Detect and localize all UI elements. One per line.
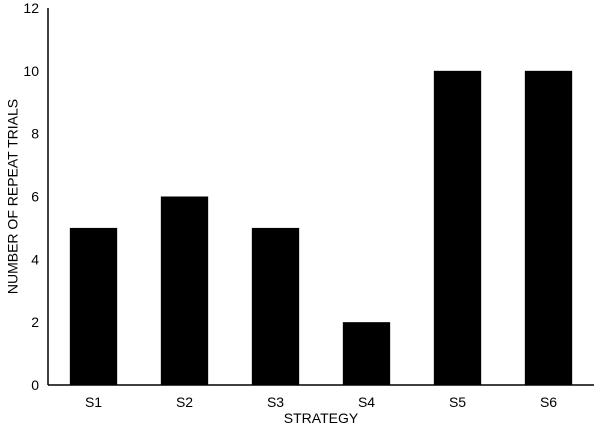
y-tick-label: 10 [23, 63, 39, 79]
x-axis-tick-labels: S1 S2 S3 S4 S5 S6 [85, 394, 557, 410]
y-axis-tick-labels: 0 2 4 6 8 10 12 [23, 0, 39, 393]
x-tick-label-s2: S2 [176, 394, 193, 410]
x-tick-label-s6: S6 [540, 394, 557, 410]
y-tick-label: 4 [31, 251, 39, 267]
y-tick-label: 6 [31, 189, 39, 205]
bar-s4 [342, 322, 391, 385]
bar-s6 [524, 70, 573, 385]
bar-s2 [160, 196, 209, 385]
x-tick-label-s5: S5 [449, 394, 466, 410]
x-axis-title: STRATEGY [284, 410, 359, 426]
axes-group [47, 8, 594, 386]
bar-s1 [69, 227, 118, 385]
y-tick-label: 0 [31, 377, 39, 393]
y-tick-label: 8 [31, 126, 39, 142]
bars-group [69, 70, 573, 385]
x-tick-label-s1: S1 [85, 394, 102, 410]
bar-s3 [251, 227, 300, 385]
x-tick-label-s3: S3 [267, 394, 284, 410]
bar-s5 [433, 70, 482, 385]
x-tick-label-s4: S4 [358, 394, 375, 410]
y-axis-title: NUMBER OF REPEAT TRIALS [5, 99, 21, 294]
y-tick-label: 12 [23, 0, 39, 16]
y-tick-label: 2 [31, 314, 39, 330]
